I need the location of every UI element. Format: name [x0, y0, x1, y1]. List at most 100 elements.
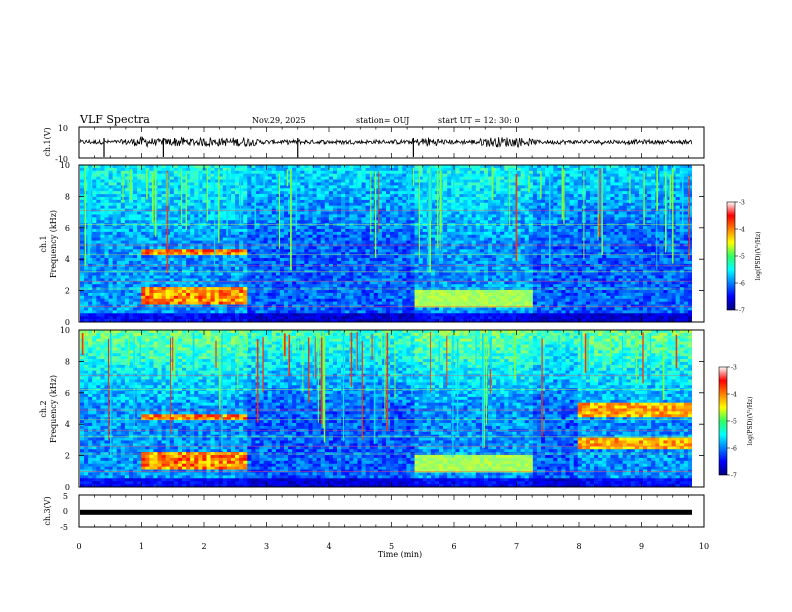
spec1-cell	[194, 246, 199, 250]
spec1-cell	[304, 260, 309, 265]
spec1-cell	[267, 290, 273, 294]
spec1-cell	[222, 170, 228, 175]
spec1-cell	[304, 246, 309, 250]
spec1-cell	[324, 188, 330, 192]
spec1-cell	[332, 260, 338, 265]
spec1-cell	[365, 226, 370, 230]
spec1-cell	[275, 173, 281, 177]
spec1-cell	[381, 278, 387, 282]
spec1-cell	[149, 202, 154, 207]
spec1-cell	[149, 319, 154, 323]
spec1-cell	[222, 182, 228, 186]
spec1-cell	[443, 307, 448, 311]
spec1-cell	[251, 295, 256, 300]
spec1-cell	[84, 237, 89, 241]
spec1-cell	[165, 310, 171, 314]
spec1-cell	[296, 205, 301, 209]
spec1-cell	[312, 191, 317, 195]
spec1-cell	[357, 214, 362, 218]
spec1-cell	[198, 298, 203, 302]
spec1-cell	[377, 310, 383, 314]
spec1-cell	[357, 237, 362, 241]
spec1-cell	[353, 255, 358, 259]
spec1-cell	[308, 269, 313, 273]
spec1-cell	[361, 191, 366, 195]
spec1-cell	[381, 211, 387, 215]
spec1-cell	[296, 272, 301, 276]
spec1-cell	[386, 246, 391, 250]
spec1-cell	[394, 237, 399, 241]
spec1-cell	[337, 292, 342, 297]
spec1-cell	[332, 269, 338, 273]
spec1-cell	[145, 255, 150, 259]
spec1-cell	[414, 228, 419, 233]
spec1-cell	[124, 281, 130, 285]
spec1-cell	[80, 307, 85, 311]
spec1-cell	[243, 313, 248, 317]
spec1-cell	[173, 292, 179, 297]
spec1-cell	[96, 182, 101, 186]
spec1-cell	[320, 307, 326, 311]
spec1-cell	[357, 269, 362, 273]
spec1-cell	[349, 240, 354, 244]
spec1-cell	[177, 260, 183, 265]
spec1-cell	[173, 231, 179, 236]
spec1-cell	[304, 252, 309, 256]
spec1-cell	[214, 313, 220, 317]
spec1-cell	[226, 258, 232, 262]
spec1-cell	[308, 165, 313, 169]
spec1-cell	[80, 179, 85, 183]
spec1-cell	[226, 237, 232, 241]
spec1-cell	[381, 173, 387, 177]
spec1-cell	[186, 266, 191, 270]
spec1-cell	[271, 275, 277, 279]
spec1-cell	[304, 167, 309, 172]
spec1-cell	[267, 220, 273, 224]
spec1-cell	[247, 191, 252, 195]
spec1-cell	[116, 269, 122, 273]
spec1-cell	[422, 231, 428, 236]
spec1-cell	[349, 258, 354, 262]
spec1-cell	[349, 205, 354, 209]
spec1-cell	[414, 255, 419, 259]
spec1-cell	[328, 260, 334, 265]
spec1-cell	[284, 298, 289, 302]
spec1-cell	[320, 214, 326, 218]
spec1-cell	[210, 170, 215, 175]
spec1-cell	[251, 182, 256, 186]
spec1-cell	[390, 301, 395, 305]
spec1-cell	[365, 272, 370, 276]
spec1-cell	[422, 217, 428, 221]
spec1-cell	[308, 237, 313, 241]
spec1-cell	[104, 290, 109, 294]
spec1-cell	[316, 194, 322, 198]
spec1-cell	[116, 301, 122, 305]
spec1-cell	[169, 217, 175, 221]
spec1-cell	[235, 205, 240, 209]
spec1-cell	[96, 298, 101, 302]
spec1-cell	[369, 258, 375, 262]
spec1-cell	[312, 228, 317, 233]
spec1-cell	[230, 167, 236, 172]
spec1-cell	[202, 185, 207, 189]
spec1-cell	[137, 205, 142, 209]
spec1-cell	[247, 167, 252, 172]
spec1-cell	[300, 316, 305, 320]
spec1-cell	[230, 173, 236, 177]
spec1-cell	[177, 246, 183, 250]
spec1-cell	[186, 316, 191, 320]
spec1-cell	[84, 269, 89, 273]
spec1-cell	[430, 310, 436, 314]
spec1-cell	[210, 266, 215, 270]
spec1-cell	[243, 237, 248, 241]
spec1-cell	[312, 272, 317, 276]
spec1-cell	[194, 249, 199, 253]
spec1-cell	[128, 319, 134, 323]
spec1-cell	[214, 307, 220, 311]
spec1-cell	[198, 182, 203, 186]
spec1-cell	[104, 188, 109, 192]
spec1-cell	[320, 313, 326, 317]
spec1-cell	[202, 319, 207, 323]
spec1-cell	[182, 228, 187, 233]
spec1-cell	[247, 316, 252, 320]
